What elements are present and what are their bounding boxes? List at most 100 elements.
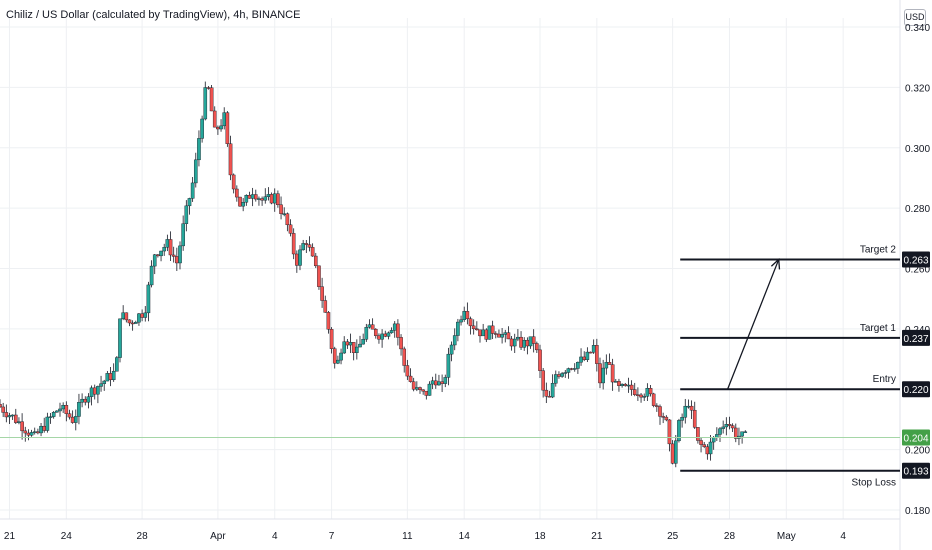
candle-body (620, 383, 624, 386)
candle-body (655, 405, 659, 407)
candle-body (67, 413, 72, 418)
candle-body (92, 387, 97, 395)
target-arrow-line (726, 259, 780, 390)
candle-body (4, 412, 9, 418)
candle-body (253, 194, 258, 200)
candle-body (392, 323, 397, 331)
candle-body (339, 352, 343, 361)
candle-body (36, 431, 40, 434)
candle-body (143, 312, 148, 318)
x-tick-label: 28 (724, 531, 736, 542)
candle-body (550, 383, 555, 398)
candle-body (219, 125, 223, 130)
level-price-label-bg (902, 329, 930, 346)
candle-body (677, 420, 681, 442)
candle-body (613, 381, 618, 383)
candle-body (380, 333, 384, 340)
candle-body (560, 373, 564, 377)
candle-body (181, 223, 185, 247)
candle-body (449, 344, 454, 355)
candle-body (361, 339, 365, 345)
candle-body (651, 393, 656, 406)
candle-body (598, 363, 602, 384)
candle-body (531, 336, 536, 344)
candle-body (7, 415, 12, 418)
candle-body (171, 254, 176, 257)
x-axis[interactable]: 21 24 28 Apr 4 7 11 14 18 21 25 28 May 4 (4, 531, 846, 542)
candle-body (389, 330, 394, 334)
candle-body (708, 441, 713, 455)
candle-body (607, 362, 612, 365)
x-tick-label: 28 (137, 531, 149, 542)
candle-body (127, 319, 132, 324)
candle-body (118, 318, 122, 358)
candle-body (588, 351, 593, 354)
candle-body (70, 416, 75, 423)
candle-body (55, 410, 59, 413)
candle-body (99, 383, 103, 387)
level-name: Entry (873, 374, 896, 385)
candle-body (310, 247, 315, 257)
candle-body (490, 325, 495, 334)
candle-body (10, 414, 15, 417)
candle-body (519, 336, 523, 348)
candle-body (617, 381, 621, 386)
candle-body (222, 112, 227, 127)
candle-body (203, 87, 208, 120)
candle-body (190, 182, 195, 199)
candle-body (115, 357, 119, 372)
level-price-label-bg (902, 251, 930, 268)
candle-body (83, 398, 88, 403)
candle-body (137, 313, 141, 323)
level-name: Target 2 (860, 244, 897, 255)
level-price-label: 0.220 (903, 385, 928, 396)
candle-body (405, 365, 410, 377)
candle-body (279, 204, 283, 214)
candle-body (257, 198, 261, 200)
candle-body (721, 426, 725, 429)
candle-body (572, 368, 577, 370)
candle-body (304, 243, 309, 245)
candle-body (295, 253, 299, 266)
candle-body (421, 389, 425, 392)
candle-body (500, 334, 504, 338)
candle-body (673, 440, 678, 464)
candle-body (601, 367, 605, 384)
candle-body (159, 250, 163, 257)
candle-body (175, 256, 179, 264)
candle-body (715, 434, 719, 438)
candle-body (522, 339, 527, 348)
candle-body (411, 381, 416, 390)
candle-body (427, 383, 432, 396)
candle-body (0, 404, 2, 408)
candle-body (345, 341, 350, 346)
candle-body (105, 373, 110, 382)
candles (0, 81, 748, 468)
candle-body (133, 321, 138, 324)
candle-body (544, 389, 549, 397)
y-tick-label: 0.180 (905, 506, 930, 517)
level-price-label: 0.263 (903, 255, 928, 266)
candle-body (692, 409, 697, 428)
candle-body (20, 421, 24, 432)
candle-body (566, 368, 571, 373)
candle-body (636, 394, 640, 396)
candle-body (503, 332, 508, 335)
x-tick-label: 25 (667, 531, 679, 542)
y-tick-label: 0.300 (905, 144, 930, 155)
candle-body (358, 343, 362, 348)
candle-body (579, 356, 583, 363)
candle-body (399, 337, 403, 350)
candle-body (317, 265, 321, 287)
x-tick-label: 14 (459, 531, 471, 542)
x-tick-label: May (777, 531, 796, 542)
target-arrow-head (770, 258, 781, 270)
candle-body (80, 398, 84, 403)
x-tick-label: 18 (534, 531, 546, 542)
x-tick-label: 21 (4, 531, 16, 542)
candle-body (108, 373, 113, 381)
currency-badge[interactable]: USD (904, 9, 926, 26)
candle-body (276, 193, 280, 206)
candle-body (553, 374, 558, 384)
